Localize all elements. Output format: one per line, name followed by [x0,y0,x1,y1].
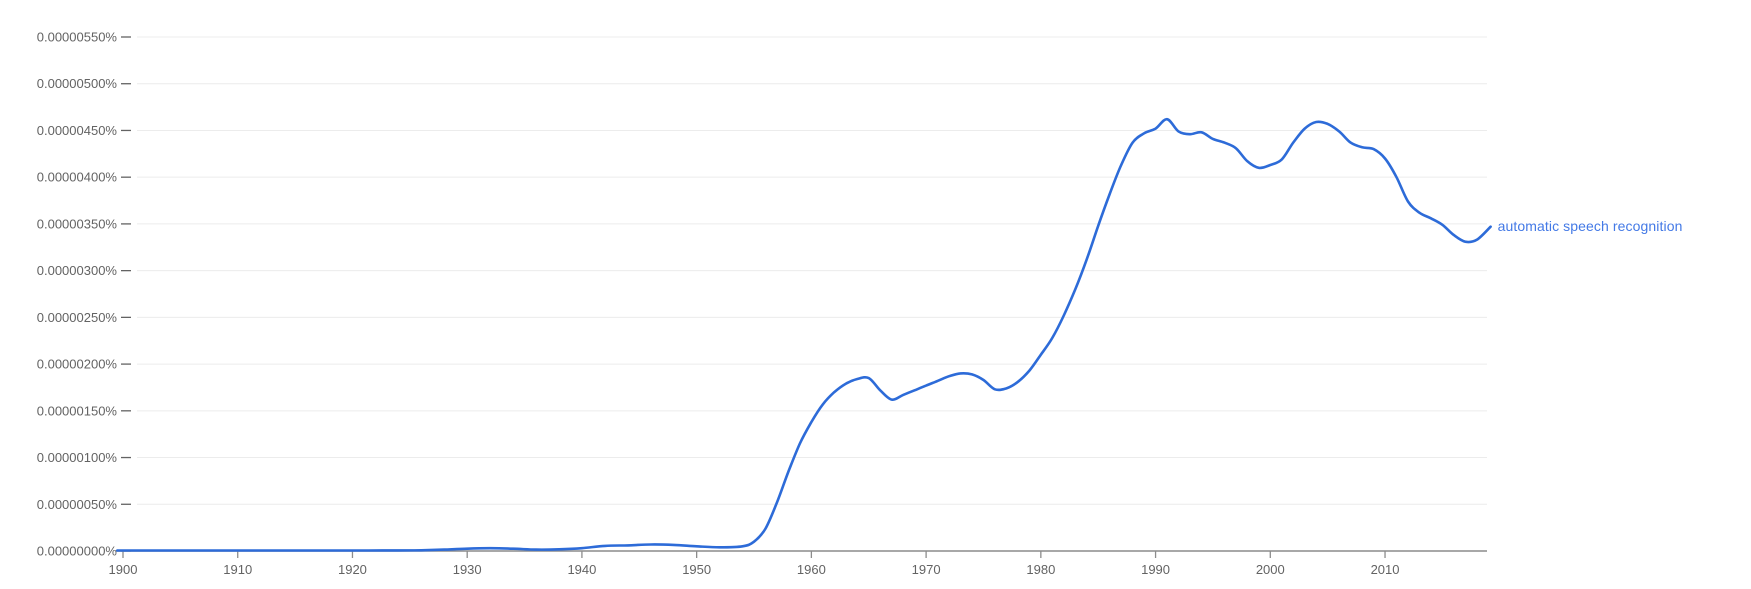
x-tick-label: 1990 [1141,562,1170,577]
x-tick-label: 1950 [682,562,711,577]
x-tick-label: 1970 [912,562,941,577]
y-tick-label: 0.00000500% [37,76,118,91]
series-label[interactable]: automatic speech recognition [1497,217,1683,234]
x-tick-label: 1980 [1026,562,1055,577]
x-tick-label: 2000 [1256,562,1285,577]
y-tick-label: 0.00000450% [37,123,118,138]
y-tick-label: 0.00000100% [37,450,118,465]
x-tick-label: 1920 [338,562,367,577]
x-tick-label: 1930 [453,562,482,577]
y-tick-label: 0.00000550% [37,29,118,44]
y-tick-label: 0.00000300% [37,263,118,278]
y-tick-label: 0.00000400% [37,170,118,185]
y-tick-label: 0.00000150% [37,403,118,418]
x-tick-label: 1900 [109,562,138,577]
x-tick-label: 2010 [1371,562,1400,577]
x-tick-label: 1960 [797,562,826,577]
y-tick-label: 0.00000200% [37,357,118,372]
y-tick-label: 0.00000250% [37,310,118,325]
y-tick-label: 0.00000000% [37,544,118,559]
frequency-line[interactable] [116,117,1492,552]
x-tick-label: 1940 [567,562,596,577]
y-tick-label: 0.00000050% [37,497,118,512]
x-tick-label: 1910 [223,562,252,577]
y-tick-label: 0.00000350% [37,216,118,231]
